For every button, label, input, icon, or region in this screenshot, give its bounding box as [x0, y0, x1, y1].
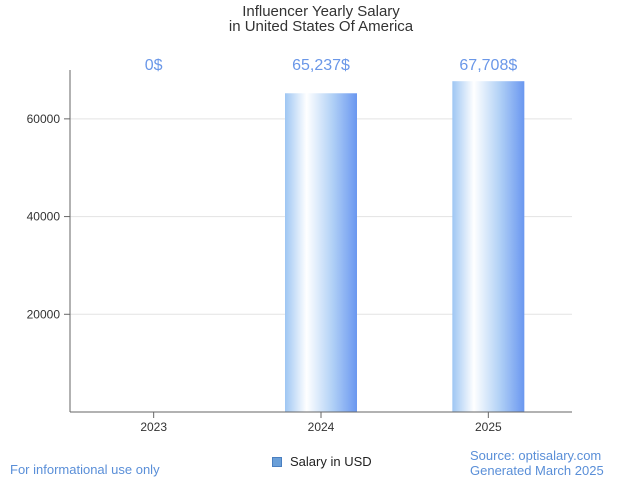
disclaimer-text: For informational use only: [10, 462, 160, 477]
chart-title: Influencer Yearly Salary: [242, 3, 400, 20]
legend-swatch: [272, 456, 282, 467]
bar: [285, 93, 357, 412]
y-tick-label: 60000: [27, 112, 61, 126]
x-tick-label: 2024: [308, 420, 335, 434]
legend-label: Salary in USD: [290, 454, 372, 469]
chart-subtitle: in United States Of America: [228, 18, 414, 35]
x-tick-label: 2025: [475, 420, 502, 434]
y-tick-label: 20000: [27, 307, 61, 321]
source-link[interactable]: Source: optisalary.com: [470, 448, 602, 463]
data-label: 65,237$: [292, 57, 350, 74]
data-label: 0$: [145, 57, 163, 74]
legend: Salary in USD: [272, 454, 372, 469]
generated-date: Generated March 2025: [470, 463, 604, 478]
x-tick-label: 2023: [140, 420, 167, 434]
bar: [452, 81, 525, 412]
data-label: 67,708$: [459, 57, 517, 74]
y-tick-label: 40000: [27, 210, 61, 224]
